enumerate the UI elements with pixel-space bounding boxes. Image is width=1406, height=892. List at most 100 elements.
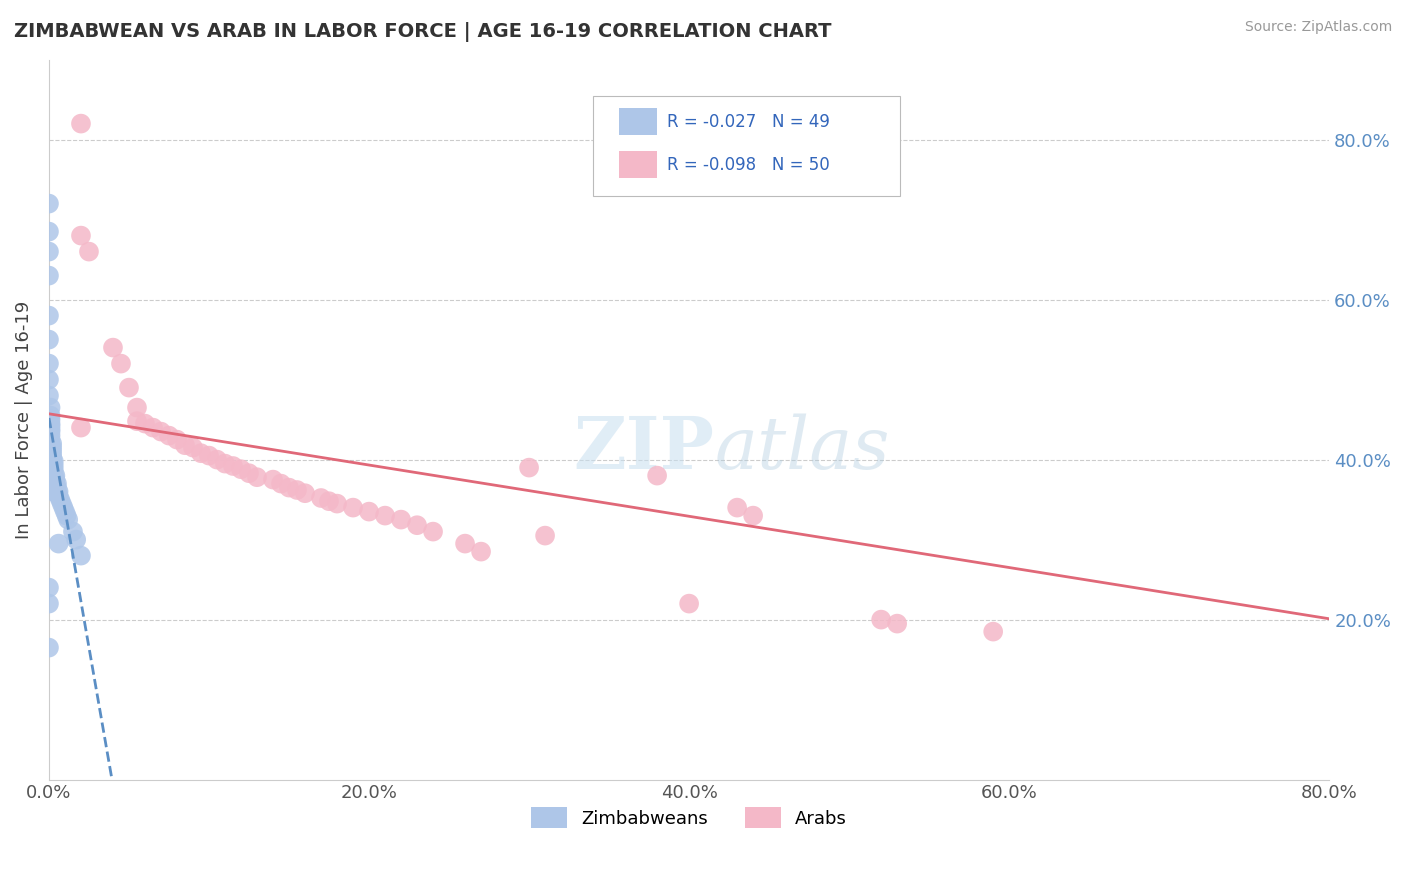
Point	[38, 196, 60, 211]
Point	[52, 500, 75, 515]
Point	[262, 473, 284, 487]
Point	[41, 452, 63, 467]
Point	[39, 422, 62, 436]
Point	[39, 468, 62, 483]
Point	[110, 357, 132, 371]
Point	[118, 381, 141, 395]
Point	[214, 457, 236, 471]
Point	[77, 244, 100, 259]
Text: atlas: atlas	[714, 413, 890, 483]
Point	[39, 425, 62, 439]
Point	[38, 244, 60, 259]
Text: R = -0.098   N = 50: R = -0.098 N = 50	[668, 156, 830, 174]
Point	[374, 508, 396, 523]
Point	[125, 401, 148, 415]
Point	[229, 462, 252, 476]
Point	[190, 446, 212, 460]
Text: ZIP: ZIP	[574, 413, 714, 483]
Point	[70, 228, 93, 243]
Point	[39, 433, 62, 447]
Point	[38, 309, 60, 323]
Point	[38, 581, 60, 595]
Point	[39, 412, 62, 426]
Point	[41, 444, 63, 458]
Legend: Zimbabweans, Arabs: Zimbabweans, Arabs	[524, 800, 855, 836]
Point	[39, 417, 62, 431]
Point	[294, 486, 316, 500]
Point	[150, 425, 173, 439]
Point	[55, 508, 77, 523]
Point	[174, 438, 197, 452]
Point	[406, 518, 429, 533]
Point	[645, 468, 668, 483]
Point	[42, 454, 65, 468]
Point	[246, 470, 269, 484]
Point	[157, 428, 180, 442]
Point	[38, 640, 60, 655]
Point	[166, 433, 188, 447]
Point	[42, 484, 65, 499]
Y-axis label: In Labor Force | Age 16-19: In Labor Force | Age 16-19	[15, 301, 32, 539]
Point	[357, 505, 380, 519]
Point	[886, 616, 908, 631]
Point	[326, 497, 349, 511]
Point	[454, 536, 477, 550]
Point	[981, 624, 1004, 639]
Point	[389, 513, 412, 527]
Point	[222, 458, 245, 473]
Point	[238, 467, 260, 481]
Point	[44, 468, 66, 483]
Point	[198, 449, 221, 463]
Point	[38, 357, 60, 371]
Point	[65, 533, 87, 547]
Point	[342, 500, 364, 515]
Point	[51, 497, 73, 511]
Point	[56, 513, 79, 527]
Point	[742, 508, 765, 523]
Point	[101, 341, 124, 355]
Point	[39, 409, 62, 423]
Point	[41, 441, 63, 455]
Point	[1350, 277, 1372, 291]
Text: Source: ZipAtlas.com: Source: ZipAtlas.com	[1244, 20, 1392, 34]
Text: R = -0.027   N = 49: R = -0.027 N = 49	[668, 112, 830, 130]
Point	[678, 597, 700, 611]
FancyBboxPatch shape	[619, 108, 657, 136]
Point	[39, 428, 62, 442]
Point	[422, 524, 444, 539]
Point	[70, 420, 93, 434]
Point	[39, 401, 62, 415]
Point	[42, 458, 65, 473]
Point	[517, 460, 540, 475]
Point	[142, 420, 165, 434]
Point	[38, 373, 60, 387]
Point	[870, 613, 893, 627]
Point	[46, 481, 69, 495]
Point	[62, 524, 84, 539]
Point	[48, 489, 70, 503]
Point	[39, 476, 62, 491]
Point	[38, 389, 60, 403]
Point	[44, 473, 66, 487]
Point	[70, 117, 93, 131]
Point	[725, 500, 748, 515]
Point	[205, 452, 228, 467]
Point	[38, 597, 60, 611]
Point	[270, 476, 292, 491]
Point	[42, 462, 65, 476]
Point	[181, 441, 204, 455]
Point	[70, 549, 93, 563]
Point	[49, 492, 72, 507]
Point	[318, 494, 340, 508]
Point	[309, 491, 332, 505]
Point	[125, 414, 148, 428]
Point	[38, 225, 60, 239]
Point	[470, 544, 492, 558]
Point	[41, 449, 63, 463]
Point	[534, 528, 557, 542]
Point	[38, 333, 60, 347]
FancyBboxPatch shape	[593, 95, 900, 196]
Point	[48, 536, 70, 550]
Point	[38, 268, 60, 283]
Point	[134, 417, 156, 431]
